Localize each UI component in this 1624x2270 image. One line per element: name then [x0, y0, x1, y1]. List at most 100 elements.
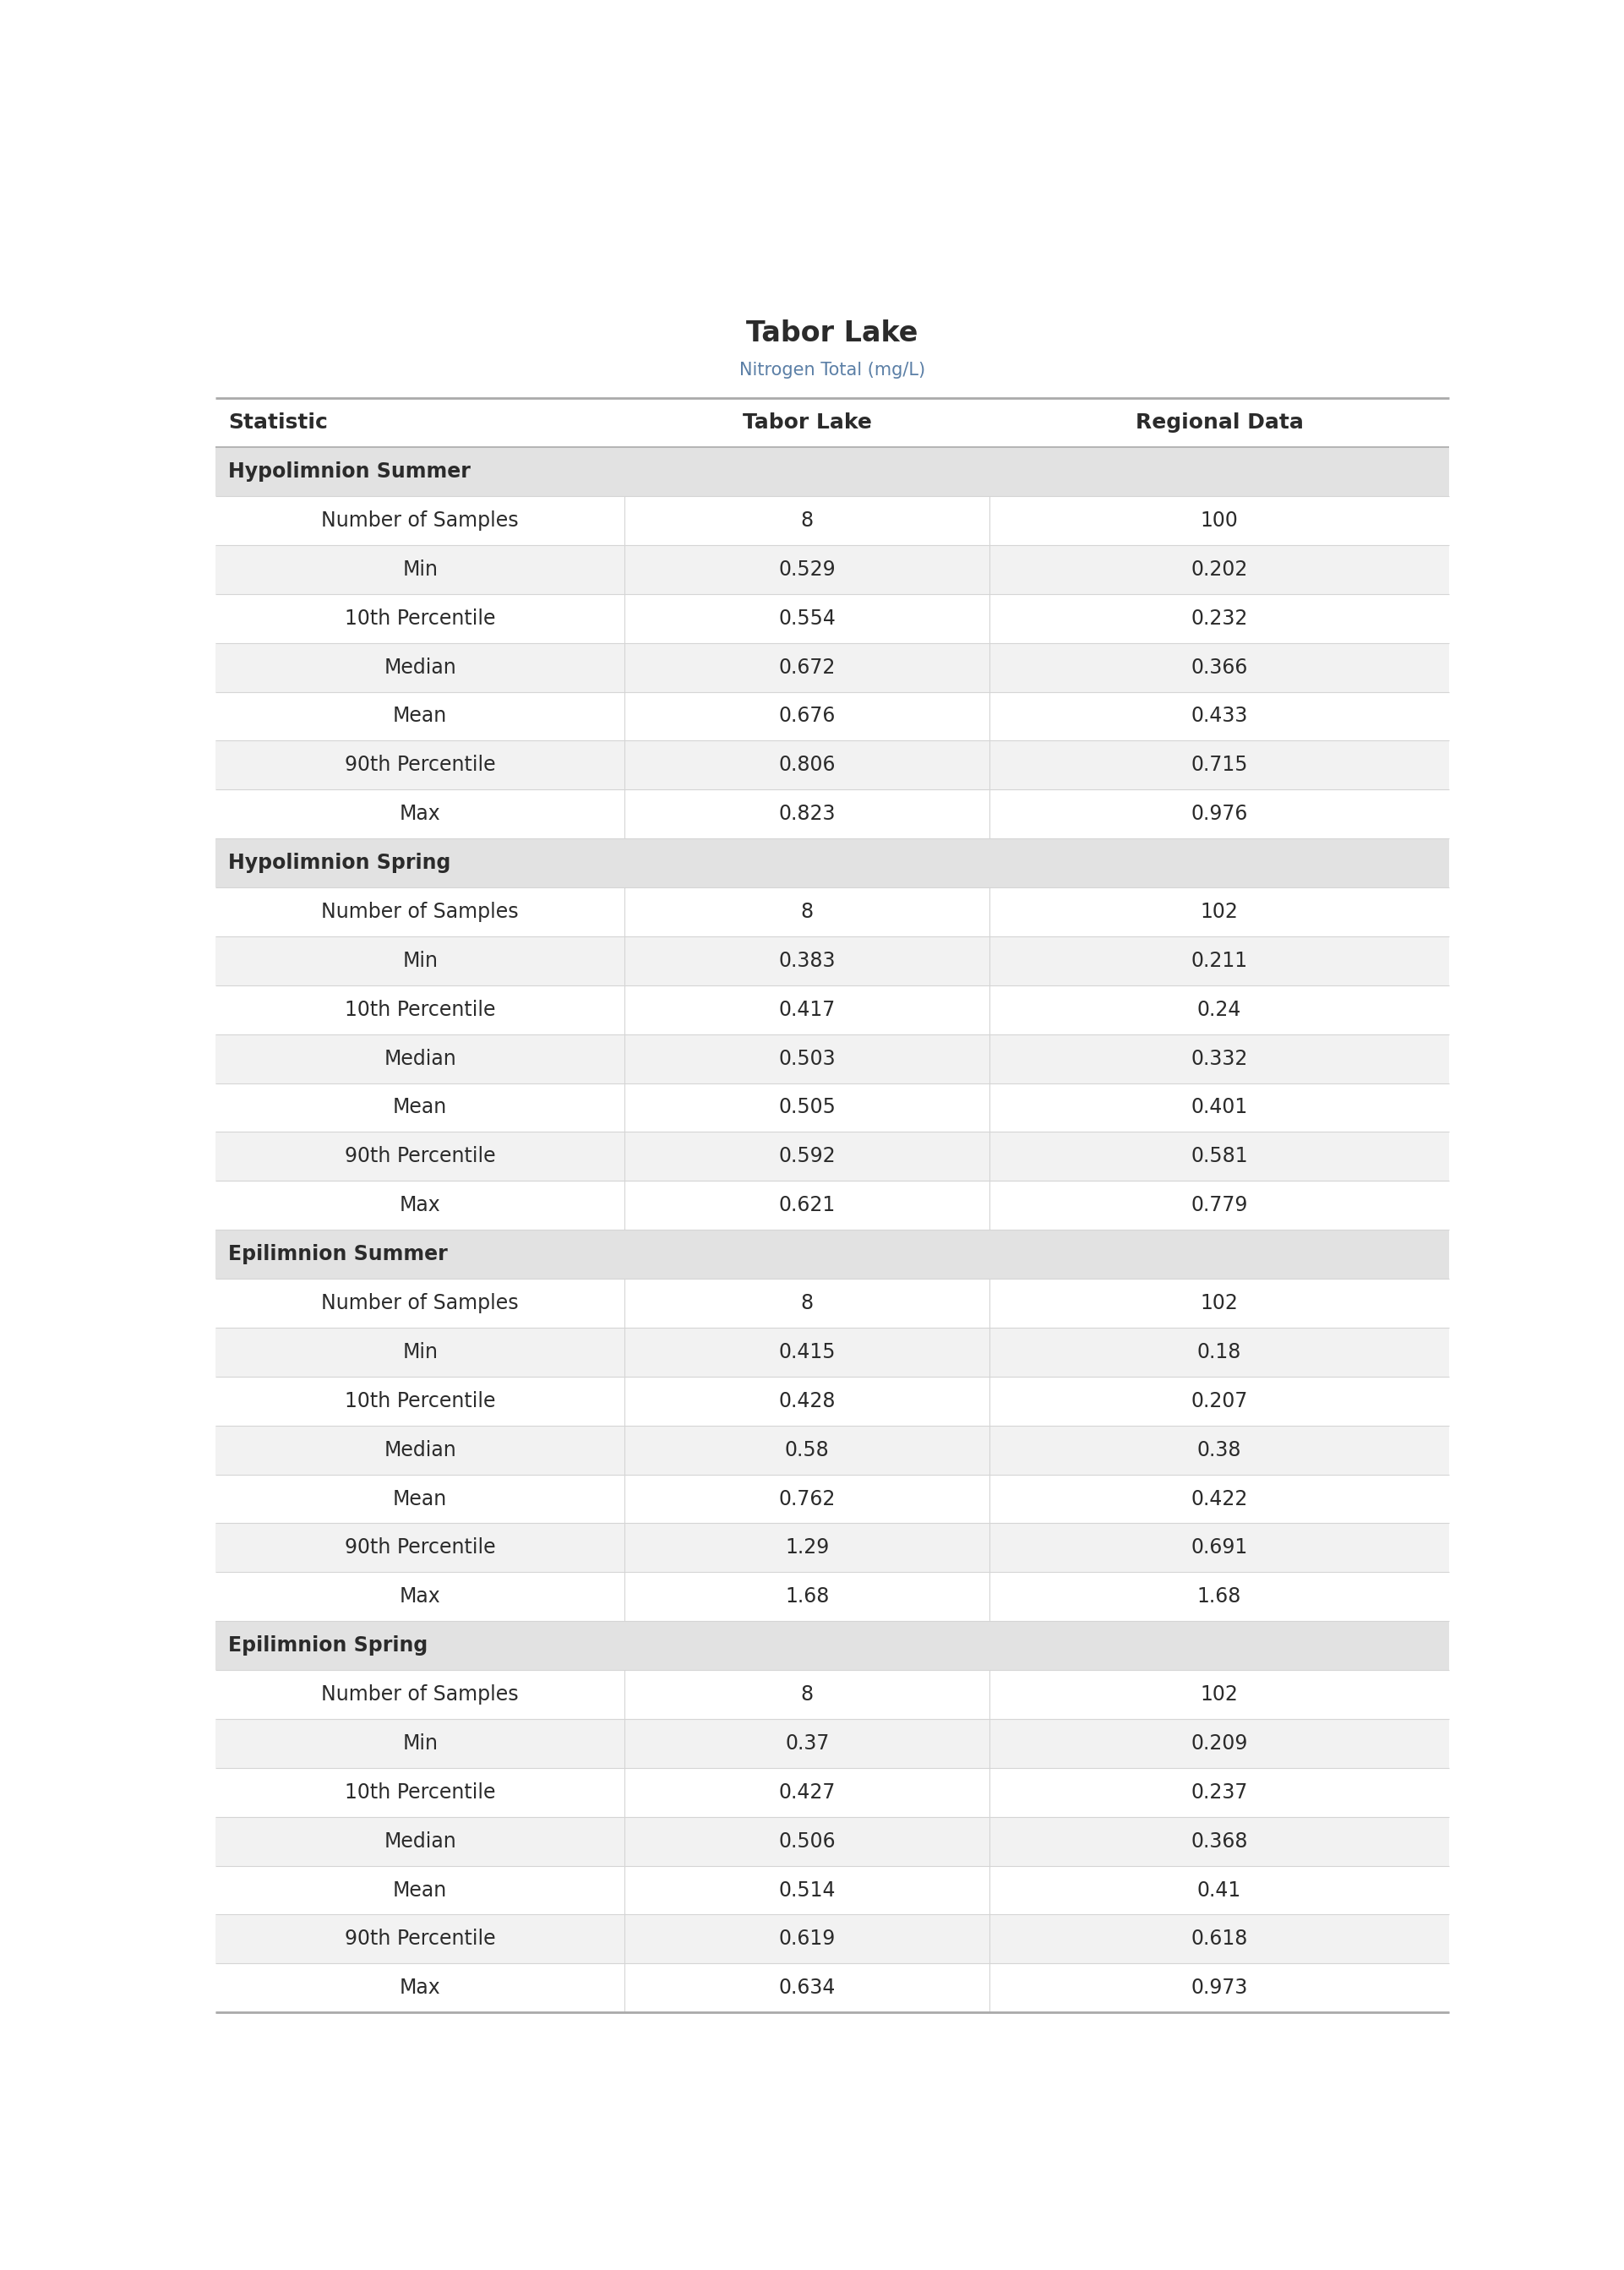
- Bar: [216, 497, 1449, 545]
- Bar: [216, 1328, 1449, 1376]
- Text: Min: Min: [403, 1342, 438, 1362]
- Text: 0.762: 0.762: [778, 1489, 836, 1510]
- Text: 102: 102: [1200, 1294, 1237, 1314]
- Text: Number of Samples: Number of Samples: [322, 1684, 518, 1705]
- Text: 0.415: 0.415: [778, 1342, 836, 1362]
- Bar: [216, 985, 1449, 1035]
- Text: 0.634: 0.634: [778, 1977, 836, 1998]
- Bar: [216, 1133, 1449, 1180]
- Text: 0.37: 0.37: [784, 1734, 830, 1752]
- Text: Max: Max: [400, 1977, 440, 1998]
- Text: 0.621: 0.621: [780, 1196, 835, 1214]
- Text: 10th Percentile: 10th Percentile: [344, 999, 495, 1019]
- Text: 0.211: 0.211: [1190, 951, 1247, 972]
- Bar: [216, 397, 1449, 447]
- Text: Mean: Mean: [393, 1096, 447, 1117]
- Text: 0.672: 0.672: [778, 656, 836, 676]
- Text: 0.209: 0.209: [1190, 1734, 1247, 1752]
- Text: 0.973: 0.973: [1190, 1977, 1247, 1998]
- Text: 102: 102: [1200, 901, 1237, 922]
- Bar: [216, 595, 1449, 642]
- Text: 0.976: 0.976: [1190, 804, 1247, 824]
- Text: 0.232: 0.232: [1190, 608, 1247, 629]
- Text: Hypolimnion Summer: Hypolimnion Summer: [227, 461, 471, 481]
- Text: 0.433: 0.433: [1190, 706, 1247, 726]
- Text: Number of Samples: Number of Samples: [322, 1294, 518, 1314]
- Text: 0.332: 0.332: [1190, 1049, 1247, 1069]
- Text: 1.68: 1.68: [1197, 1587, 1241, 1607]
- Text: 0.417: 0.417: [780, 999, 835, 1019]
- Bar: [216, 790, 1449, 838]
- Text: 1.29: 1.29: [784, 1537, 830, 1557]
- Text: 102: 102: [1200, 1684, 1237, 1705]
- Text: 0.24: 0.24: [1197, 999, 1241, 1019]
- Bar: [216, 740, 1449, 790]
- Text: Epilimnion Summer: Epilimnion Summer: [227, 1244, 448, 1264]
- Bar: [216, 1426, 1449, 1476]
- Text: 0.676: 0.676: [778, 706, 836, 726]
- Text: Number of Samples: Number of Samples: [322, 511, 518, 531]
- Text: 0.779: 0.779: [1190, 1196, 1247, 1214]
- Text: 0.366: 0.366: [1190, 656, 1247, 676]
- Text: 0.514: 0.514: [778, 1880, 836, 1900]
- Text: Mean: Mean: [393, 1489, 447, 1510]
- Text: Max: Max: [400, 804, 440, 824]
- Text: Mean: Mean: [393, 706, 447, 726]
- Text: 0.207: 0.207: [1190, 1392, 1247, 1412]
- Bar: [216, 1573, 1449, 1621]
- Text: Number of Samples: Number of Samples: [322, 901, 518, 922]
- Bar: [216, 838, 1449, 888]
- Bar: [216, 1621, 1449, 1671]
- Text: 0.505: 0.505: [778, 1096, 836, 1117]
- Text: 90th Percentile: 90th Percentile: [344, 756, 495, 776]
- Bar: [216, 1180, 1449, 1230]
- Text: 0.806: 0.806: [778, 756, 836, 776]
- Text: 0.368: 0.368: [1190, 1832, 1247, 1852]
- Text: 0.618: 0.618: [1190, 1930, 1247, 1950]
- Text: 100: 100: [1200, 511, 1237, 531]
- Text: 0.427: 0.427: [778, 1782, 836, 1802]
- Text: 0.422: 0.422: [1190, 1489, 1247, 1510]
- Bar: [216, 1376, 1449, 1426]
- Text: 0.503: 0.503: [778, 1049, 836, 1069]
- Text: 10th Percentile: 10th Percentile: [344, 1392, 495, 1412]
- Bar: [216, 1866, 1449, 1914]
- Text: Tabor Lake: Tabor Lake: [747, 320, 918, 347]
- Bar: [216, 545, 1449, 595]
- Bar: [216, 642, 1449, 692]
- Text: 0.581: 0.581: [1190, 1146, 1247, 1167]
- Text: 90th Percentile: 90th Percentile: [344, 1930, 495, 1950]
- Text: 8: 8: [801, 1294, 814, 1314]
- Text: 10th Percentile: 10th Percentile: [344, 608, 495, 629]
- Bar: [216, 1083, 1449, 1133]
- Text: 0.237: 0.237: [1190, 1782, 1247, 1802]
- Bar: [216, 935, 1449, 985]
- Text: 90th Percentile: 90th Percentile: [344, 1146, 495, 1167]
- Text: Epilimnion Spring: Epilimnion Spring: [227, 1634, 427, 1655]
- Text: 0.383: 0.383: [778, 951, 836, 972]
- Text: 0.202: 0.202: [1190, 558, 1247, 579]
- Text: 8: 8: [801, 1684, 814, 1705]
- Bar: [216, 1768, 1449, 1816]
- Text: Nitrogen Total (mg/L): Nitrogen Total (mg/L): [739, 361, 926, 379]
- Text: 0.18: 0.18: [1197, 1342, 1241, 1362]
- Text: Hypolimnion Spring: Hypolimnion Spring: [227, 854, 451, 874]
- Bar: [216, 1278, 1449, 1328]
- Text: Statistic: Statistic: [227, 413, 328, 434]
- Text: Median: Median: [383, 1832, 456, 1852]
- Text: Min: Min: [403, 951, 438, 972]
- Text: Min: Min: [403, 1734, 438, 1752]
- Text: 0.41: 0.41: [1197, 1880, 1241, 1900]
- Bar: [216, 1718, 1449, 1768]
- Bar: [216, 888, 1449, 935]
- Bar: [216, 1523, 1449, 1573]
- Text: 0.554: 0.554: [778, 608, 836, 629]
- Text: 0.506: 0.506: [778, 1832, 836, 1852]
- Text: 0.823: 0.823: [778, 804, 836, 824]
- Bar: [216, 1964, 1449, 2013]
- Text: Median: Median: [383, 1049, 456, 1069]
- Text: 1.68: 1.68: [784, 1587, 830, 1607]
- Text: 0.58: 0.58: [784, 1439, 830, 1460]
- Bar: [216, 1035, 1449, 1083]
- Text: 0.592: 0.592: [778, 1146, 836, 1167]
